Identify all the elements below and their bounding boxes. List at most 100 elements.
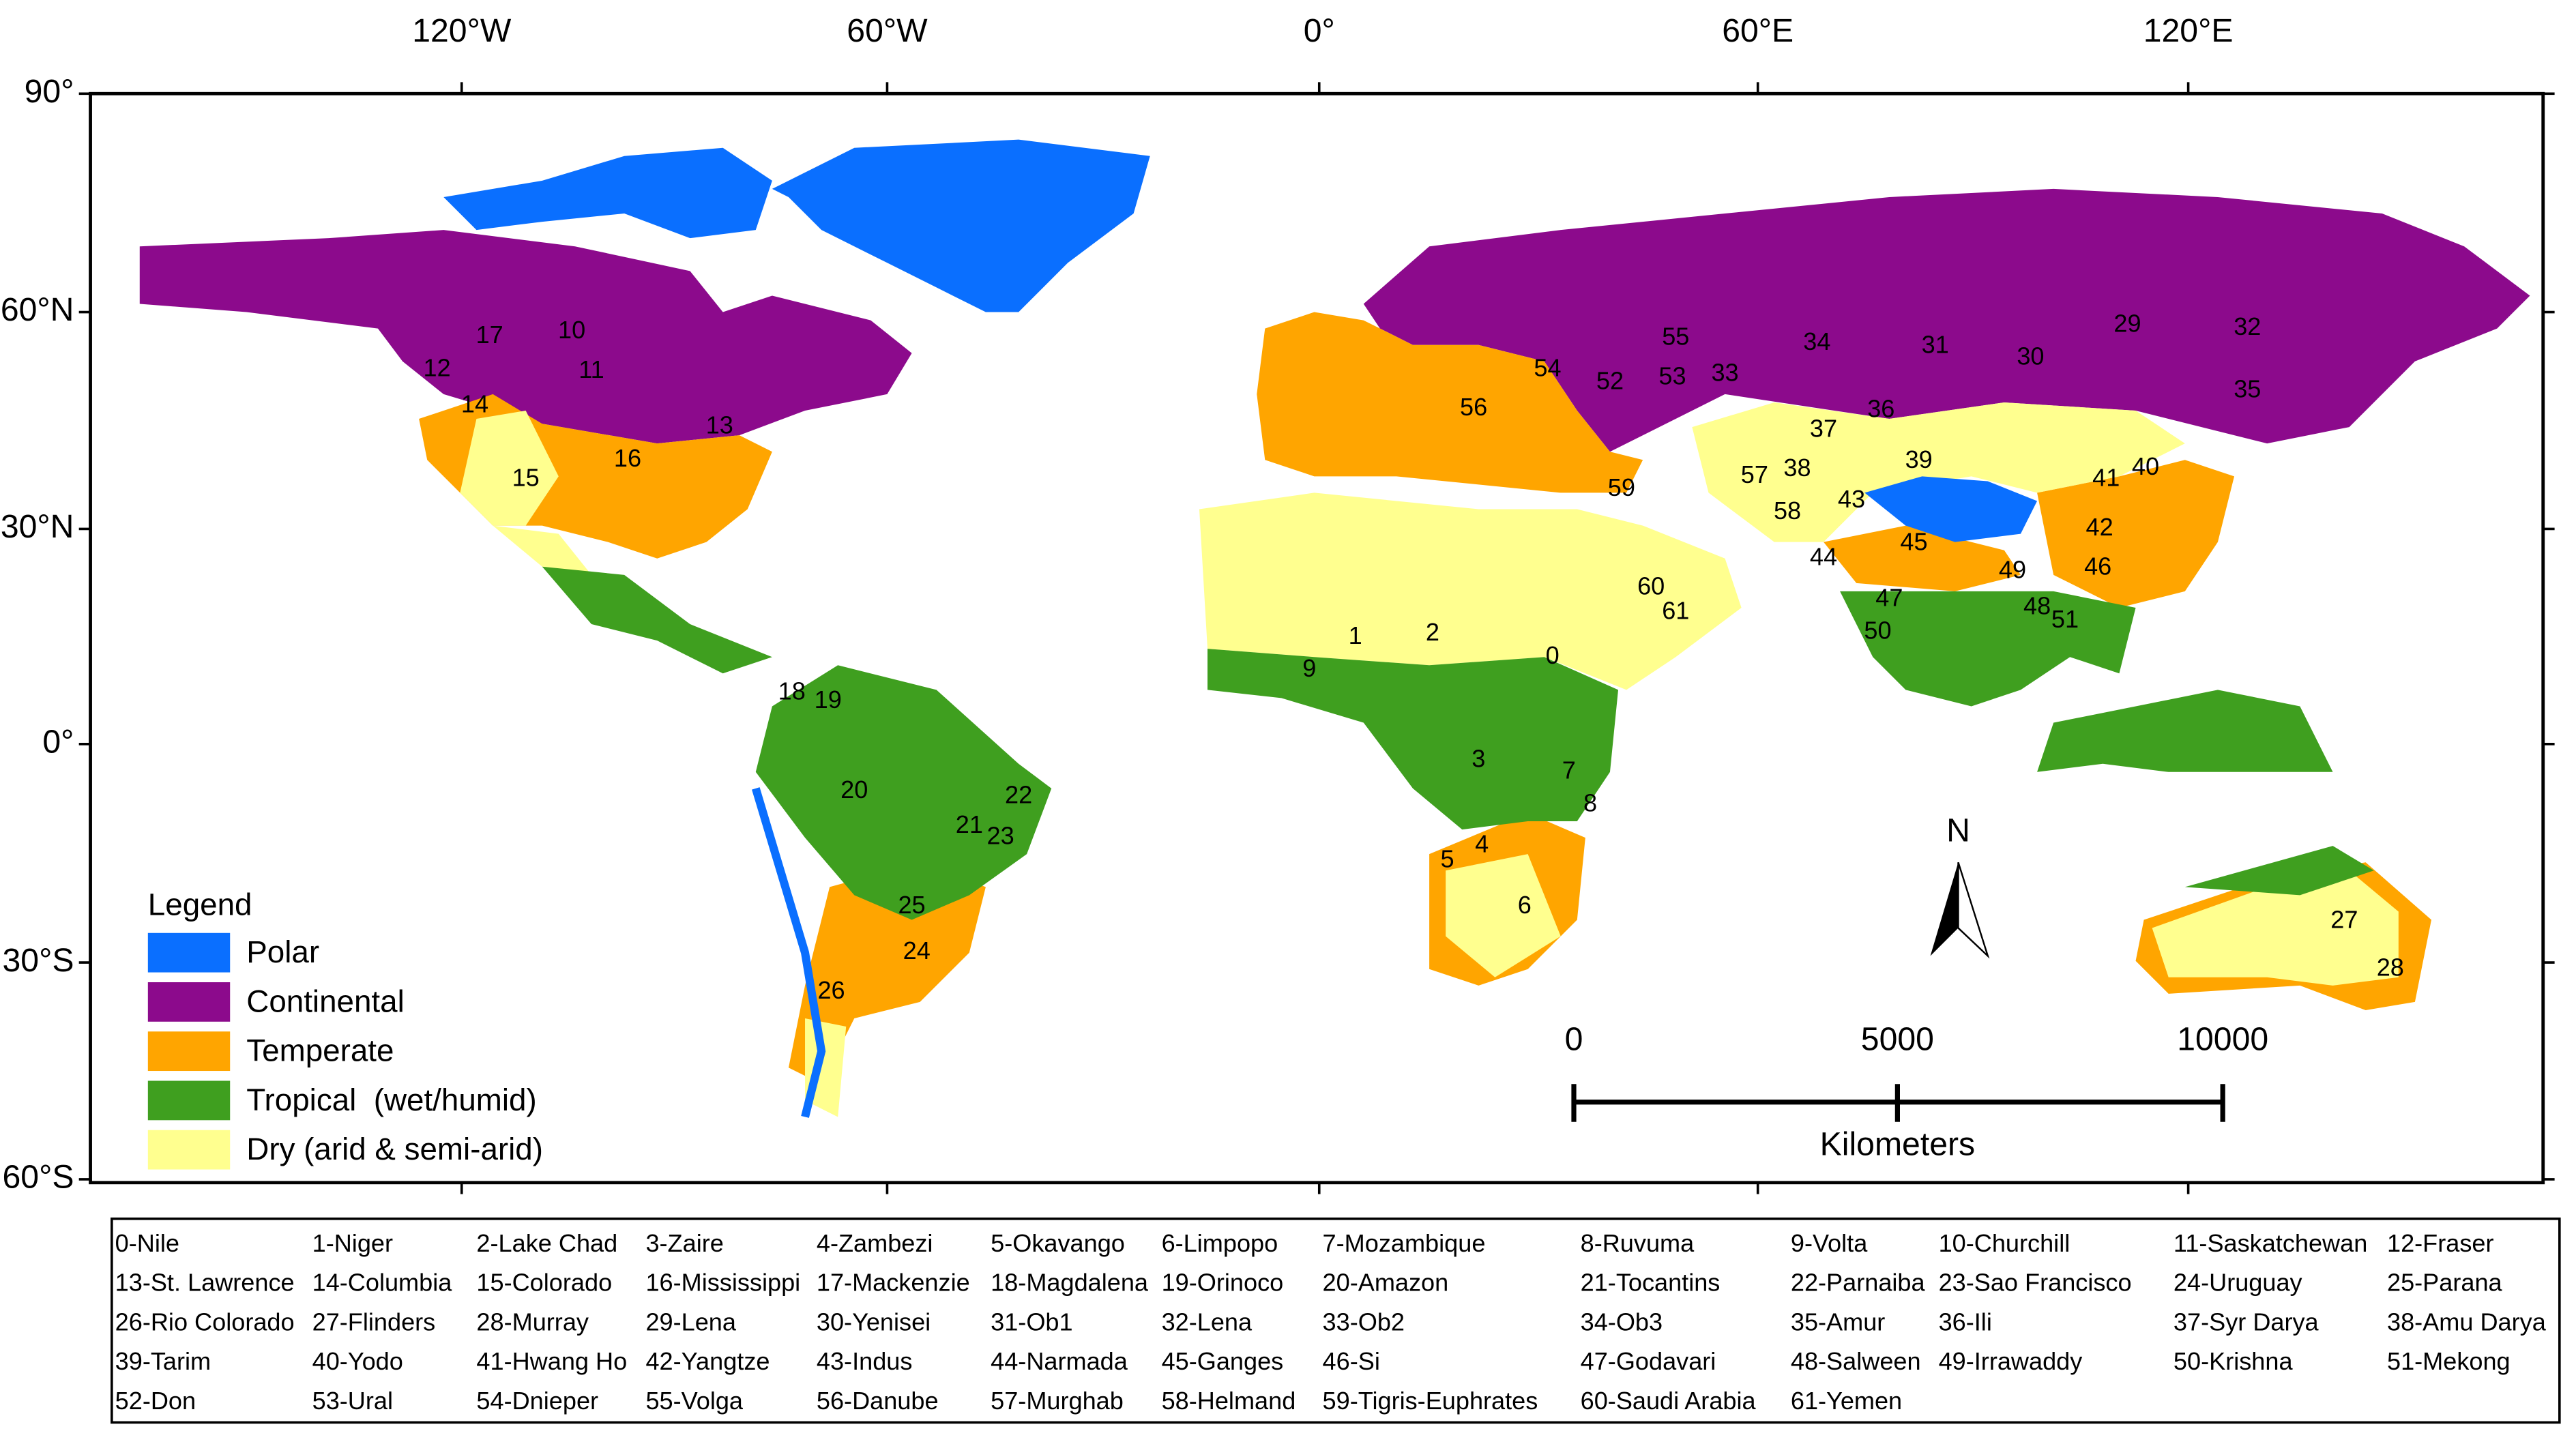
- tropical-region: [542, 566, 772, 674]
- temperate-region: [1824, 525, 2021, 591]
- basin-number: 44: [1810, 542, 1837, 570]
- basin-entry: 58-Helmand: [1162, 1387, 1296, 1415]
- basin-number: 28: [2377, 953, 2404, 981]
- basin-entry: 16-Mississippi: [645, 1269, 800, 1297]
- north-arrow-right: [1957, 861, 1990, 959]
- polar-region: [772, 139, 1150, 312]
- tropical-region: [2037, 690, 2333, 772]
- basin-number: 22: [1005, 780, 1032, 808]
- longitude-label: 0°: [1304, 12, 1335, 49]
- basin-number: 29: [2113, 309, 2141, 337]
- basin-number: 36: [1867, 395, 1894, 423]
- basin-entry: 4-Zambezi: [817, 1229, 933, 1257]
- basin-number: 32: [2234, 312, 2261, 340]
- basin-entry: 33-Ob2: [1323, 1308, 1405, 1336]
- basin-number: 58: [1774, 497, 1801, 525]
- basin-number: 35: [2234, 375, 2261, 403]
- longitude-label: 120°E: [2143, 12, 2234, 49]
- basin-number: 26: [817, 976, 845, 1004]
- scale-label: 10000: [2177, 1020, 2268, 1057]
- dry-region: [1199, 492, 1742, 690]
- longitude-label: 60°W: [847, 12, 928, 49]
- basin-number: 20: [840, 776, 868, 804]
- polar-region: [443, 147, 772, 239]
- land: [139, 139, 2530, 1118]
- basin-entry: 46-Si: [1323, 1347, 1380, 1375]
- basin-number: 53: [1658, 362, 1686, 389]
- basin-entry: 39-Tarim: [115, 1347, 211, 1375]
- basin-number: 24: [903, 937, 931, 964]
- basin-entry: 31-Ob1: [991, 1308, 1072, 1336]
- basin-entry: 8-Ruvuma: [1581, 1229, 1695, 1257]
- basin-entry: 21-Tocantins: [1581, 1269, 1721, 1297]
- basin-number: 14: [461, 389, 488, 417]
- basin-entry: 43-Indus: [817, 1347, 913, 1375]
- graticule: 120°W 60°W 0° 60°E 120°E 90° 60°N 30°N 0° 30°S 60°…: [1, 12, 2555, 1196]
- continental-region: [1363, 188, 2530, 452]
- basin-number: 47: [1875, 583, 1903, 611]
- latitude-label: 60°S: [3, 1159, 74, 1196]
- basin-entry: 59-Tigris-Euphrates: [1323, 1387, 1538, 1415]
- basin-number: 40: [2132, 452, 2159, 480]
- basin-number: 38: [1783, 454, 1811, 482]
- dry-region: [460, 411, 559, 526]
- latitude-label: 0°: [42, 724, 74, 761]
- basin-table-frame: [111, 1217, 2561, 1424]
- basin-entry: 53-Ural: [312, 1387, 393, 1415]
- basin-entry: 37-Syr Darya: [2174, 1308, 2319, 1336]
- basin-entry: 20-Amazon: [1323, 1269, 1449, 1297]
- dry-region: [1446, 854, 1561, 977]
- basin-entry: 17-Mackenzie: [817, 1269, 970, 1297]
- scale-unit: Kilometers: [1820, 1126, 1975, 1163]
- basin-entry: 1-Niger: [312, 1229, 393, 1257]
- basin-number: 42: [2085, 513, 2113, 541]
- legend-swatch: [147, 982, 231, 1022]
- basin-entry: 10-Churchill: [1939, 1229, 2070, 1257]
- basin-number: 52: [1596, 367, 1624, 395]
- basin-number: 48: [2023, 592, 2051, 620]
- legend-swatch: [147, 1031, 231, 1072]
- basin-entry: 44-Narmada: [991, 1347, 1128, 1375]
- basin-number: 8: [1583, 789, 1597, 816]
- basin-number: 19: [815, 686, 842, 713]
- basin-entry: 26-Rio Colorado: [115, 1308, 295, 1336]
- longitude-label: 60°E: [1722, 12, 1794, 49]
- basin-table: 0-Nile 1-Niger 2-Lake Chad 3-Zaire 4-Zambezi…: [115, 1229, 2547, 1415]
- basin-entry: 32-Lena: [1162, 1308, 1253, 1336]
- latitude-label: 30°N: [1, 508, 74, 545]
- basin-entry: 19-Orinoco: [1162, 1269, 1284, 1297]
- dry-region: [1692, 402, 2185, 542]
- north-label: N: [1946, 812, 1970, 849]
- basin-number: 60: [1637, 572, 1665, 600]
- basin-entry: 38-Amu Darya: [2387, 1308, 2547, 1336]
- basin-number: 25: [898, 891, 925, 919]
- basin-number: 54: [1534, 353, 1561, 381]
- latitude-label: 30°S: [3, 942, 74, 979]
- basin-entry: 7-Mozambique: [1323, 1229, 1486, 1257]
- basin-entry: 28-Murray: [476, 1308, 589, 1336]
- basin-number: 21: [956, 810, 983, 838]
- dry-region: [493, 525, 591, 575]
- tropical-region: [1840, 591, 2136, 707]
- basin-entry: 50-Krishna: [2174, 1347, 2294, 1375]
- scale-label: 0: [1565, 1020, 1583, 1057]
- temperate-region: [2037, 460, 2235, 608]
- basin-number: 7: [1562, 756, 1576, 784]
- basin-number: 27: [2330, 905, 2358, 933]
- legend: Legend Polar Continental Temperate Tropi…: [141, 883, 615, 1179]
- basin-number: 30: [2017, 342, 2044, 370]
- legend-label: Continental: [246, 984, 404, 1018]
- basin-number: 46: [2084, 553, 2111, 580]
- basin-entry: 3-Zaire: [645, 1229, 723, 1257]
- legend-swatch: [147, 1130, 231, 1170]
- basin-number: 55: [1662, 323, 1689, 351]
- basin-number: 56: [1460, 393, 1487, 421]
- basin-entry: 15-Colorado: [476, 1269, 612, 1297]
- basin-number: 6: [1518, 891, 1532, 919]
- basin-entry: 29-Lena: [645, 1308, 736, 1336]
- basin-entry: 9-Volta: [1791, 1229, 1868, 1257]
- legend-title: Legend: [148, 887, 252, 922]
- scale-bar: 0 5000 10000 Kilometers: [1565, 1020, 2269, 1162]
